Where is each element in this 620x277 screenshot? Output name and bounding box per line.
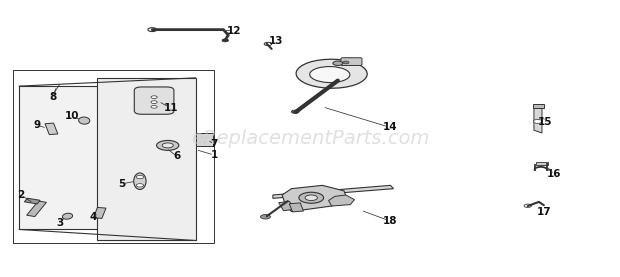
Ellipse shape [134, 173, 146, 189]
Text: 10: 10 [64, 111, 79, 121]
Circle shape [343, 61, 349, 64]
Text: 9: 9 [33, 120, 40, 130]
Text: 14: 14 [383, 122, 398, 132]
Polygon shape [329, 195, 355, 206]
Bar [536, 162, 547, 165]
Circle shape [260, 215, 270, 219]
Bar [24, 198, 40, 204]
Text: 12: 12 [228, 26, 242, 36]
Polygon shape [97, 78, 195, 240]
Circle shape [533, 119, 542, 123]
Text: 18: 18 [383, 216, 397, 226]
Circle shape [162, 143, 173, 148]
Text: 13: 13 [268, 36, 283, 46]
Text: 7: 7 [210, 139, 218, 149]
FancyBboxPatch shape [341, 58, 362, 65]
Text: 16: 16 [547, 169, 562, 179]
Text: 2: 2 [17, 190, 25, 200]
Bar [290, 203, 303, 212]
Text: 3: 3 [56, 217, 63, 228]
Text: 5: 5 [118, 179, 125, 189]
Circle shape [148, 28, 157, 32]
Bar [533, 104, 544, 108]
Circle shape [264, 42, 272, 46]
Polygon shape [282, 185, 347, 212]
Bar [27, 201, 46, 217]
Polygon shape [19, 86, 109, 229]
Text: 17: 17 [536, 207, 551, 217]
Circle shape [524, 204, 531, 207]
Circle shape [299, 192, 324, 203]
Circle shape [136, 175, 144, 179]
Circle shape [222, 39, 228, 42]
Bar [196, 133, 213, 147]
Polygon shape [273, 185, 394, 198]
Bar [279, 201, 294, 211]
Circle shape [305, 195, 317, 201]
Circle shape [151, 96, 157, 99]
Polygon shape [534, 106, 542, 133]
Circle shape [157, 140, 179, 150]
Text: 8: 8 [50, 92, 57, 102]
Ellipse shape [296, 59, 367, 88]
Ellipse shape [63, 213, 73, 219]
Circle shape [151, 106, 157, 108]
Text: 6: 6 [174, 152, 180, 161]
Text: 4: 4 [90, 212, 97, 222]
FancyBboxPatch shape [135, 87, 174, 114]
Text: 11: 11 [164, 103, 178, 113]
Circle shape [151, 101, 157, 104]
Text: 1: 1 [211, 150, 218, 160]
Bar [45, 123, 58, 135]
Ellipse shape [310, 66, 350, 83]
Ellipse shape [79, 117, 90, 124]
Bar [94, 207, 106, 218]
Circle shape [136, 184, 144, 187]
Text: eReplacementParts.com: eReplacementParts.com [191, 129, 429, 148]
Text: 15: 15 [538, 117, 552, 127]
Circle shape [333, 61, 343, 65]
Circle shape [291, 110, 299, 113]
